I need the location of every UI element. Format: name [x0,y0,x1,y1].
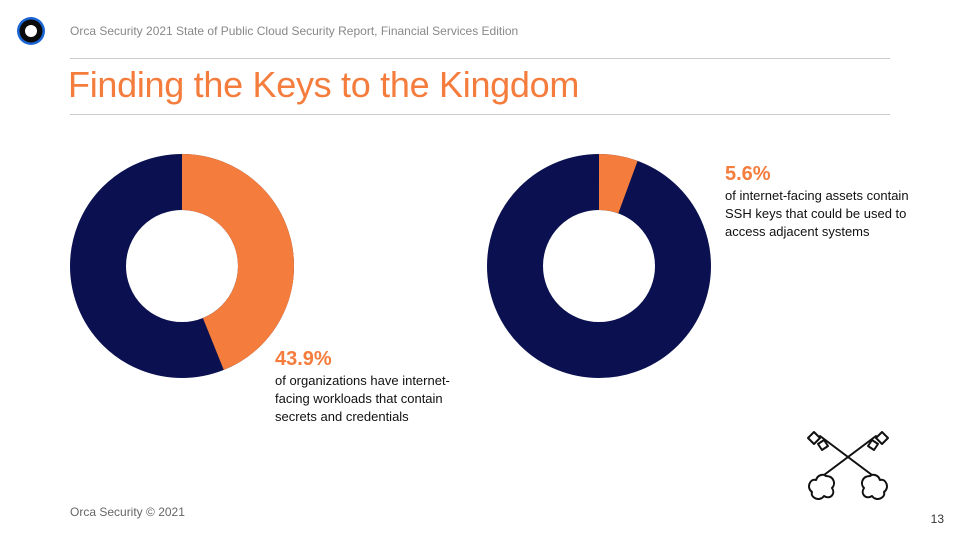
donut-chart-ssh-keys [487,154,711,378]
report-title: Orca Security 2021 State of Public Cloud… [70,24,519,38]
donut-slice-highlight [487,154,711,378]
stat-description: of internet-facing assets contain SSH ke… [725,188,909,239]
page-title: Finding the Keys to the Kingdom [68,64,580,105]
stat-description: of organizations have internet-facing wo… [275,373,450,424]
title-divider [70,114,890,115]
crossed-keys-icon [807,431,889,500]
page-number: 13 [930,512,944,526]
donut-chart-secrets [70,154,294,378]
stat-percent: 5.6% [725,163,771,185]
donut-slice-highlight [70,154,294,378]
header-divider [70,58,890,59]
orca-logo-icon [17,17,45,45]
stat-secrets: 43.9% of organizations have internet-fac… [275,347,475,426]
stat-percent: 43.9% [275,348,332,370]
footer-copyright: Orca Security © 2021 [70,505,185,519]
stat-ssh-keys: 5.6% of internet-facing assets contain S… [725,162,925,241]
